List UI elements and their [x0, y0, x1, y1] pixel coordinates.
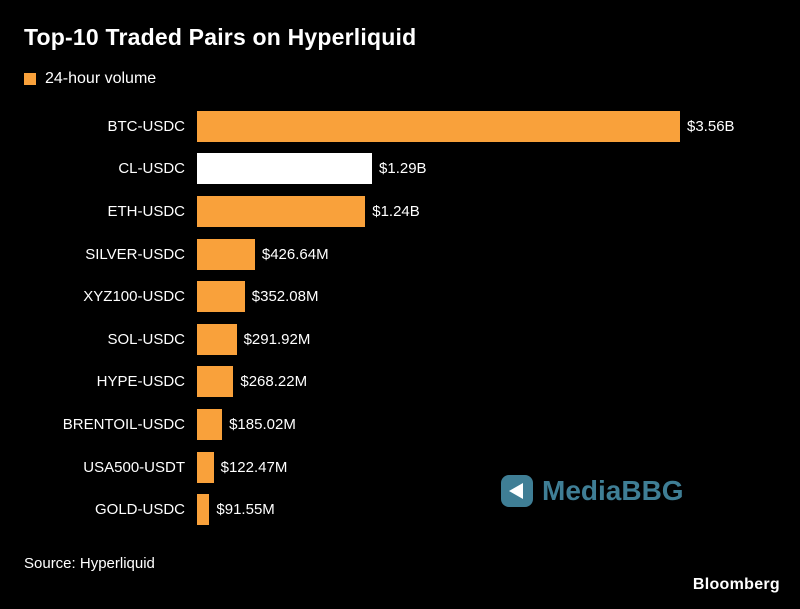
bar-xyz100-usdc [197, 281, 245, 313]
bar-cl-usdc [197, 153, 373, 185]
bar-brentoil-usdc [197, 408, 223, 440]
bar-track: $1.29B [197, 153, 800, 185]
bar-track: $185.02M [197, 408, 800, 440]
bar-track: $352.08M [197, 281, 800, 313]
bar-row: USA500-USDT $122.47M [0, 446, 800, 489]
bar-track: $268.22M [197, 366, 800, 398]
bar-eth-usdc [197, 195, 366, 227]
value-label: $291.92M [243, 330, 311, 348]
source-text: Source: Hyperliquid [24, 555, 155, 572]
category-label: CL-USDC [118, 160, 185, 178]
bar-row: ETH-USDC $1.24B [0, 190, 800, 233]
category-label: ETH-USDC [107, 202, 186, 220]
bar-sol-usdc [197, 323, 237, 355]
bar-silver-usdc [197, 238, 255, 270]
bar-chart: BTC-USDC $3.56B CL-USDC $1.29B ETH-USDC $1.24… [0, 105, 800, 531]
page-title: Top-10 Traded Pairs on Hyperliquid [24, 24, 417, 50]
value-label: $185.02M [229, 415, 296, 433]
category-label: GOLD-USDC [94, 501, 185, 519]
bar-track: $3.56B [197, 110, 800, 142]
watermark-play-icon [500, 474, 534, 508]
category-label: SOL-USDC [107, 330, 185, 348]
watermark: MediaBBG [500, 474, 684, 508]
bar-track: $1.24B [197, 195, 800, 227]
value-label: $122.47M [220, 458, 288, 476]
bar-gold-usdc [197, 494, 210, 526]
legend-swatch-icon [24, 73, 36, 85]
bar-row: XYZ100-USDC $352.08M [0, 275, 800, 318]
category-label: HYPE-USDC [96, 373, 185, 391]
bar-row: GOLD-USDC $91.55M [0, 488, 800, 531]
category-label: BRENTOIL-USDC [62, 415, 185, 433]
value-label: $268.22M [240, 373, 308, 391]
bloomberg-logo: Bloomberg [692, 576, 780, 593]
bar-row: SOL-USDC $291.92M [0, 318, 800, 361]
legend: 24-hour volume [24, 70, 156, 88]
bar-row: CL-USDC $1.29B [0, 148, 800, 191]
watermark-text: MediaBBG [542, 475, 684, 506]
category-label: BTC-USDC [107, 117, 186, 135]
bar-btc-usdc [197, 110, 680, 142]
value-label: $352.08M [251, 288, 319, 306]
bar-usa500-usdt [197, 451, 214, 483]
bar-hype-usdc [197, 366, 234, 398]
category-label: SILVER-USDC [85, 245, 185, 263]
bar-track: $122.47M [197, 451, 800, 483]
bar-row: SILVER-USDC $426.64M [0, 233, 800, 276]
bar-track: $91.55M [197, 494, 800, 526]
bar-row: HYPE-USDC $268.22M [0, 361, 800, 404]
value-label: $1.24B [372, 202, 420, 220]
value-label: $3.56B [687, 117, 735, 135]
legend-label: 24-hour volume [45, 70, 157, 87]
bar-row: BRENTOIL-USDC $185.02M [0, 403, 800, 446]
bar-track: $291.92M [197, 323, 800, 355]
category-label: XYZ100-USDC [83, 288, 185, 306]
category-label: USA500-USDT [83, 458, 185, 476]
value-label: $1.29B [379, 160, 427, 178]
bar-track: $426.64M [197, 238, 800, 270]
bar-row: BTC-USDC $3.56B [0, 105, 800, 148]
value-label: $91.55M [216, 501, 275, 519]
value-label: $426.64M [261, 245, 329, 263]
